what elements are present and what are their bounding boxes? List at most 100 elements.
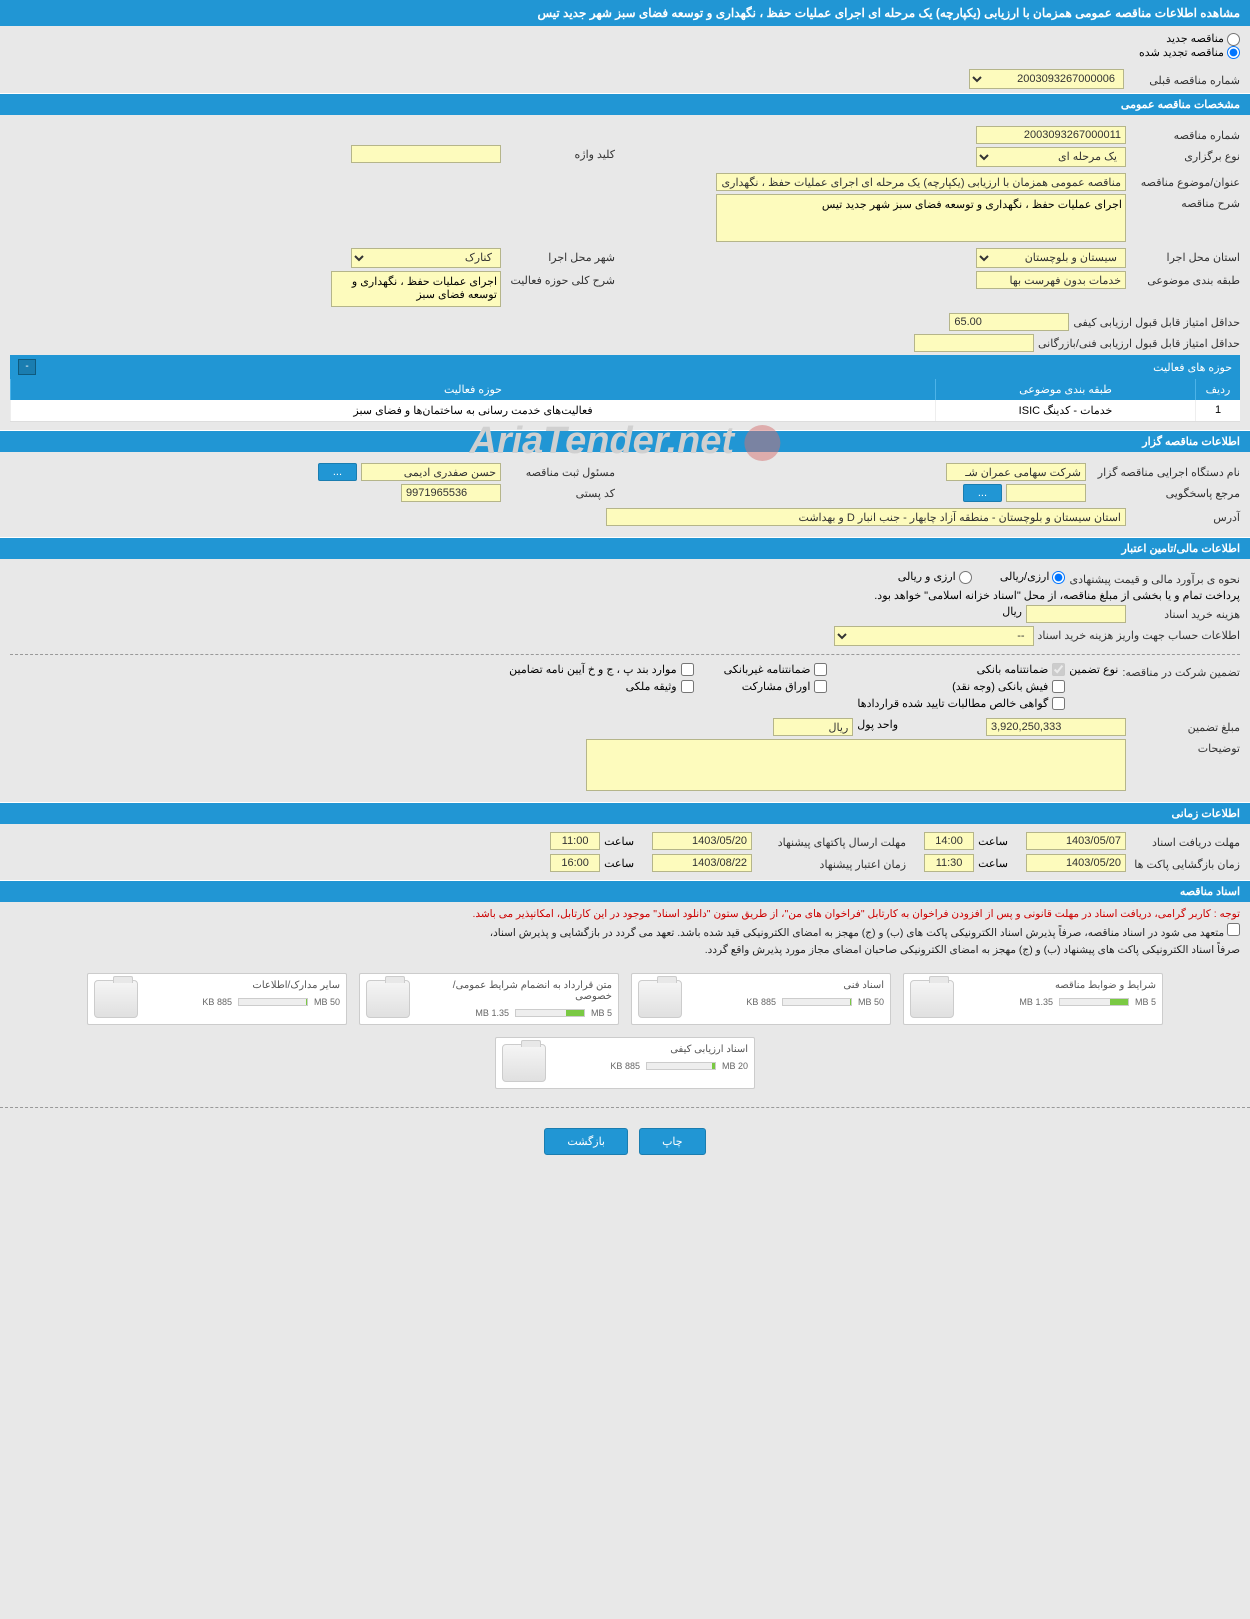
- open-date[interactable]: [1026, 854, 1126, 872]
- subject-label: عنوان/موضوع مناقصه: [1130, 173, 1240, 189]
- table-row: 1خدمات - کدینگ ISICفعالیت‌های خدمت رسانی…: [10, 400, 1240, 422]
- doc-card[interactable]: متن قرارداد به انضمام شرایط عمومی/خصوصی5…: [359, 973, 619, 1025]
- notice-line2b: صرفاً اسناد الکترونیکی پاکت های پیشنهاد …: [10, 942, 1240, 959]
- radio-renewed[interactable]: [1227, 46, 1240, 59]
- chk-bonds[interactable]: [814, 680, 827, 693]
- acct-label: اطلاعات حساب جهت واریز هزینه خرید اسناد: [1038, 626, 1240, 642]
- doc-cost-input[interactable]: [1026, 605, 1126, 623]
- chk-bank: [1052, 663, 1065, 676]
- resp-person-input[interactable]: [361, 463, 501, 481]
- back-button[interactable]: بازگشت: [544, 1128, 628, 1155]
- org-label: نام دستگاه اجرایی مناقصه گزار: [1090, 463, 1240, 479]
- radio-fx-wrap[interactable]: ارزی و ریالی: [898, 570, 972, 584]
- acct-select[interactable]: --: [834, 626, 1034, 646]
- section-time-header: اطلاعات زمانی: [0, 802, 1250, 824]
- doc-total: 50 MB: [858, 997, 884, 1007]
- receive-time[interactable]: [924, 832, 974, 850]
- radio-new-tender-wrap[interactable]: مناقصه جدید: [1166, 33, 1240, 45]
- activity-table-title: حوزه های فعالیت: [1153, 361, 1232, 374]
- receive-date[interactable]: [1026, 832, 1126, 850]
- notes-textarea[interactable]: [586, 739, 1126, 791]
- hold-type-select[interactable]: یک مرحله ای: [976, 147, 1126, 167]
- tender-no-label: شماره مناقصه: [1130, 126, 1240, 142]
- expand-button[interactable]: -: [18, 359, 36, 375]
- open-label: زمان بازگشایی پاکت ها: [1130, 855, 1240, 871]
- doc-card[interactable]: سایر مدارک/اطلاعات50 MB885 KB: [87, 973, 347, 1025]
- radio-rial[interactable]: [1052, 571, 1065, 584]
- chk-bank-label: ضمانتنامه بانکی: [977, 663, 1049, 676]
- postal-input[interactable]: [401, 484, 501, 502]
- folder-icon: [94, 980, 138, 1018]
- org-input[interactable]: [946, 463, 1086, 481]
- progress-bar: [1059, 998, 1129, 1006]
- chk-cases[interactable]: [681, 663, 694, 676]
- doc-cost-currency: ریال: [1002, 605, 1022, 618]
- min-tech-input[interactable]: [914, 334, 1034, 352]
- validity-time[interactable]: [550, 854, 600, 872]
- section-general-header: مشخصات مناقصه عمومی: [0, 93, 1250, 115]
- radio-new[interactable]: [1227, 33, 1240, 46]
- tender-no-input[interactable]: [976, 126, 1126, 144]
- chk-nonbank[interactable]: [814, 663, 827, 676]
- doc-card[interactable]: شرایط و ضوابط مناقصه5 MB1.35 MB: [903, 973, 1163, 1025]
- commitment-checkbox[interactable]: [1227, 923, 1240, 936]
- notice-line2a: متعهد می شود در اسناد مناقصه، صرفاً پذیر…: [490, 927, 1224, 939]
- doc-used: 885 KB: [746, 997, 776, 1007]
- validity-date[interactable]: [652, 854, 752, 872]
- folder-icon: [910, 980, 954, 1018]
- amount-label: مبلغ تضمین: [1130, 718, 1240, 734]
- doc-total: 5 MB: [591, 1008, 612, 1018]
- city-select[interactable]: کنارک: [351, 248, 501, 268]
- chk-net[interactable]: [1052, 697, 1065, 710]
- address-input[interactable]: [606, 508, 1126, 526]
- class-input[interactable]: [976, 271, 1126, 289]
- doc-card[interactable]: اسناد فنی50 MB885 KB: [631, 973, 891, 1025]
- hold-type-label: نوع برگزاری: [1130, 147, 1240, 163]
- open-time[interactable]: [924, 854, 974, 872]
- resp-ref-label: مرجع پاسخگویی: [1090, 484, 1240, 500]
- send-date[interactable]: [652, 832, 752, 850]
- doc-cost-label: هزینه خرید اسناد: [1130, 605, 1240, 621]
- section-finance: اطلاعات مالی/تامین اعتبار نحوه ی برآورد …: [0, 537, 1250, 802]
- resp-ref-input[interactable]: [1006, 484, 1086, 502]
- est-label: نحوه ی برآورد مالی و قیمت پیشنهادی: [1069, 570, 1240, 586]
- section-docs-header: اسناد مناقصه: [0, 880, 1250, 902]
- notice-line1: توجه : کاربر گرامی، دریافت اسناد در مهلت…: [10, 906, 1240, 923]
- col-field: حوزه فعالیت: [10, 379, 935, 400]
- cell-field: فعالیت‌های خدمت رسانی به ساختمان‌ها و فض…: [10, 400, 935, 421]
- radio-fx[interactable]: [959, 571, 972, 584]
- guarantee-group-label: تضمین شرکت در مناقصه:: [1122, 663, 1240, 679]
- resp-person-browse-button[interactable]: ...: [318, 463, 357, 481]
- unit-label: واحد پول: [857, 718, 898, 731]
- doc-total: 5 MB: [1135, 997, 1156, 1007]
- folder-icon: [366, 980, 410, 1018]
- subject-input[interactable]: [716, 173, 1126, 191]
- province-select[interactable]: سیستان و بلوچستان: [976, 248, 1126, 268]
- chk-cash[interactable]: [1052, 680, 1065, 693]
- progress-bar: [238, 998, 308, 1006]
- doc-total: 50 MB: [314, 997, 340, 1007]
- send-time[interactable]: [550, 832, 600, 850]
- amount-input[interactable]: [986, 718, 1126, 736]
- hour-3: ساعت: [978, 857, 1008, 870]
- activity-desc-textarea[interactable]: اجرای عملیات حفظ ، نگهداری و توسعه فضای …: [331, 271, 501, 307]
- chk-deed[interactable]: [681, 680, 694, 693]
- prev-number-select[interactable]: 2003093267000006: [969, 69, 1124, 89]
- doc-card[interactable]: اسناد ارزیابی کیفی20 MB885 KB: [495, 1037, 755, 1089]
- chk-net-label: گواهی خالص مطالبات تایید شده قراردادها: [857, 697, 1048, 710]
- keyword-input[interactable]: [351, 145, 501, 163]
- min-score-input[interactable]: [949, 313, 1069, 331]
- radio-renewed-tender-wrap[interactable]: مناقصه تجدید شده: [1139, 47, 1240, 59]
- unit-input[interactable]: [773, 718, 853, 736]
- divider: [10, 654, 1240, 655]
- resp-ref-browse-button[interactable]: ...: [963, 484, 1002, 502]
- print-button[interactable]: چاپ: [639, 1128, 706, 1155]
- cell-class: خدمات - کدینگ ISIC: [935, 400, 1195, 421]
- radio-rial-wrap[interactable]: ارزی/ریالی: [1000, 570, 1066, 584]
- desc-textarea[interactable]: اجرای عملیات حفظ ، نگهداری و توسعه فضای …: [716, 194, 1126, 242]
- chk-deed-label: وثیقه ملکی: [626, 680, 677, 693]
- doc-total: 20 MB: [722, 1061, 748, 1071]
- section-time: اطلاعات زمانی مهلت دریافت اسناد ساعت مهل…: [0, 802, 1250, 880]
- section-holder-header: اطلاعات مناقصه گزار: [0, 430, 1250, 452]
- doc-title: سایر مدارک/اطلاعات: [146, 980, 340, 991]
